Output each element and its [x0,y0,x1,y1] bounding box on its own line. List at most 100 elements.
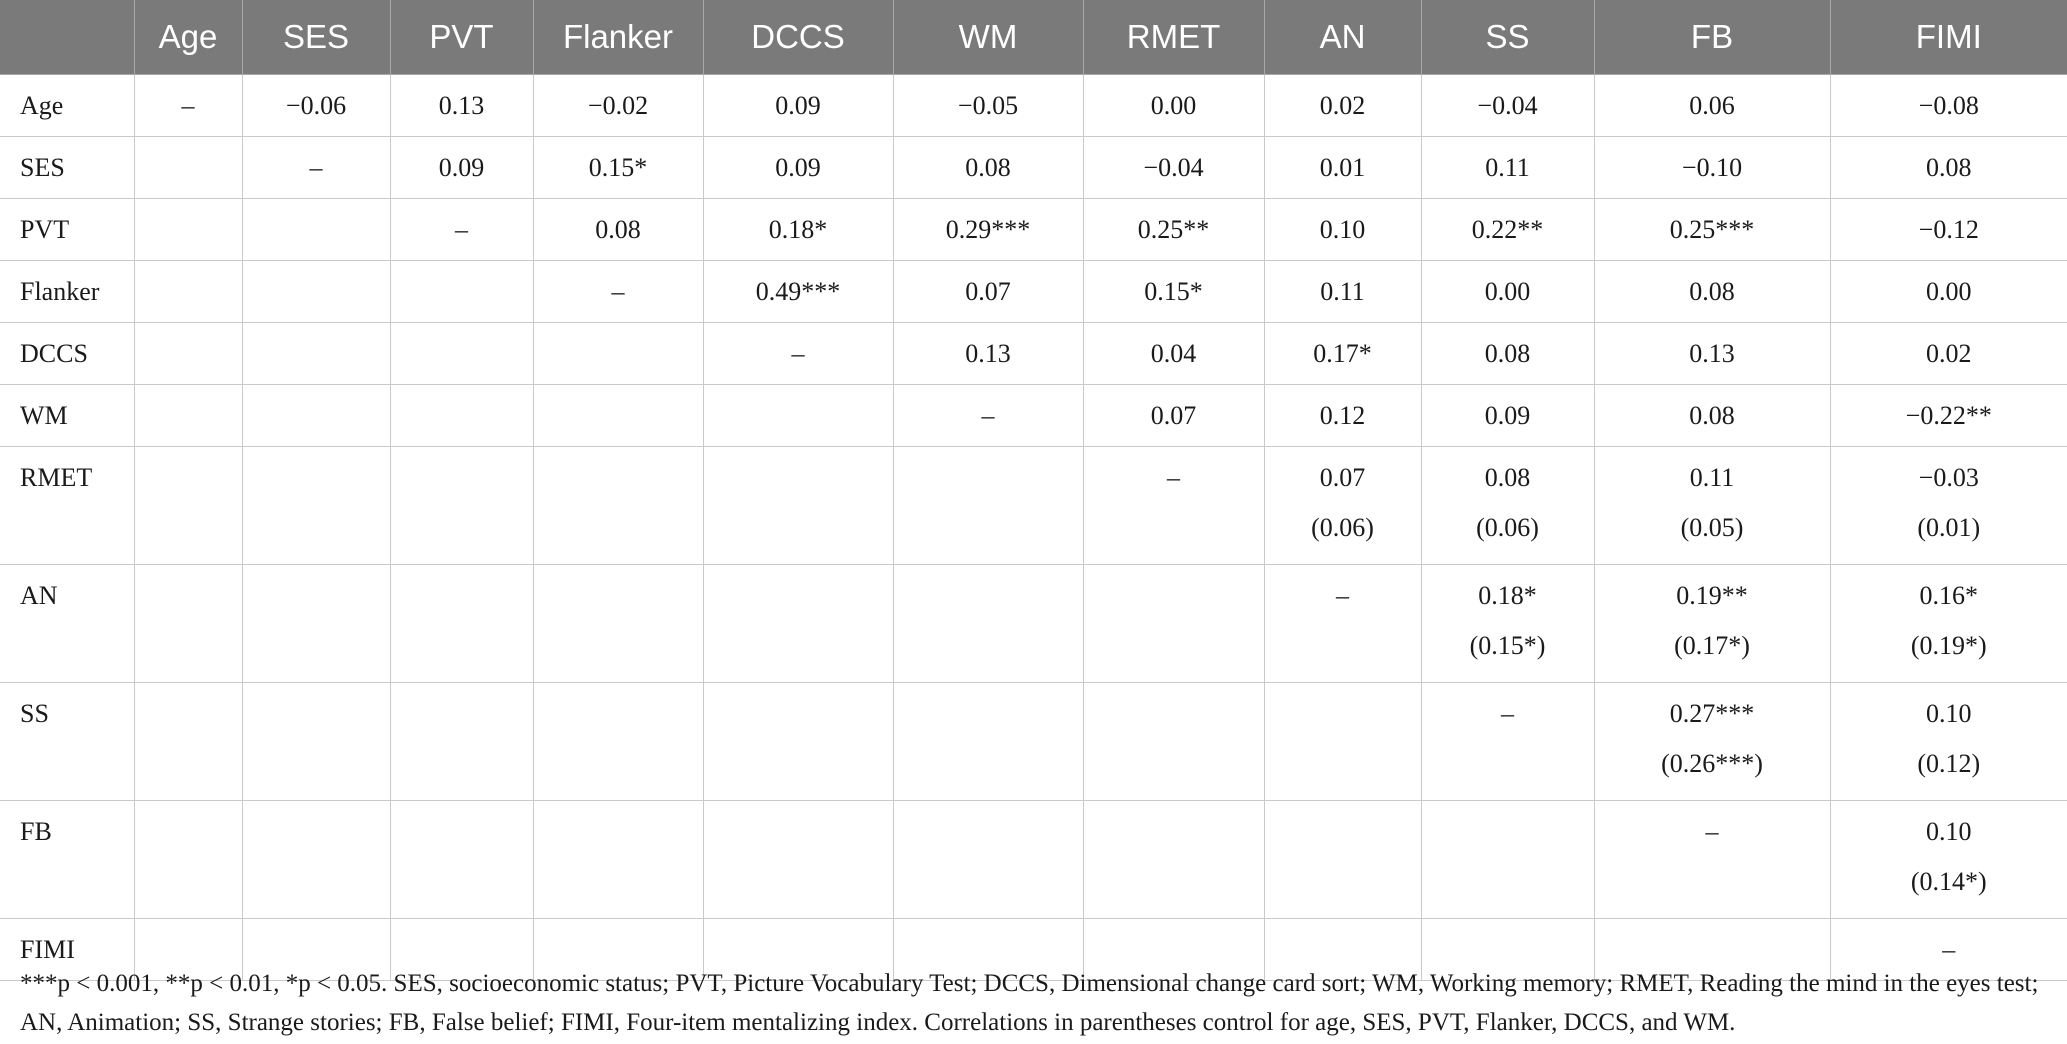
correlation-value: 0.08 [965,153,1011,182]
correlation-cell [390,384,534,447]
correlation-cell: 0.49*** [703,260,894,323]
correlation-value: 0.10 [1926,817,1972,846]
correlation-value: 0.11 [1320,277,1365,306]
correlation-cell [134,260,243,323]
table-row: WM – 0.07 0.12 0.09 0.08 −0.22** [0,384,2067,447]
correlation-cell [533,322,704,385]
correlation-cell: 0.18* [703,198,894,261]
correlation-cell: 0.08 [1830,136,2067,199]
header-cell-fb: FB [1594,0,1831,75]
correlation-cell [533,918,704,981]
correlation-cell [893,564,1084,683]
table-row: FIMI – [0,918,2067,981]
correlation-value: 0.18* [768,215,828,244]
correlation-cell [242,800,391,919]
row-label: FIMI [0,918,135,981]
correlation-cell [533,384,704,447]
correlation-cell [134,198,243,261]
correlation-value: – [611,277,625,306]
correlation-value: 0.16* [1919,581,1979,610]
correlation-cell: 0.19** (0.17*) [1594,564,1831,683]
partial-correlation-value: (0.12) [1917,749,1981,778]
correlation-value: 0.07 [1319,463,1366,492]
correlation-cell [533,446,704,565]
header-cell-flanker: Flanker [533,0,704,75]
correlation-cell: 0.16* (0.19*) [1830,564,2067,683]
correlation-table-container: Age SES PVT Flanker DCCS WM RMET AN SS F… [0,0,2067,981]
correlation-cell [242,198,391,261]
correlation-cell [1264,918,1422,981]
row-label: Age [0,74,135,137]
correlation-cell [1083,564,1265,683]
correlation-cell: 0.10 (0.12) [1830,682,2067,801]
correlation-cell: 0.06 [1594,74,1831,137]
row-label: SS [0,682,135,801]
correlation-value: – [1501,699,1514,728]
correlation-cell [390,446,534,565]
correlation-cell: −0.12 [1830,198,2067,261]
table-row: RMET – 0.07 (0.06) 0.08 (0.06) 0.11 (0.05) −0.03… [0,446,2067,565]
correlation-cell: 0.11 [1421,136,1595,199]
table-row: Flanker – 0.49*** 0.07 0.15* 0.11 0.00 0.08 0.00 [0,260,2067,323]
correlation-cell [134,322,243,385]
correlation-value: 0.49*** [755,277,841,306]
correlation-value: 0.09 [438,153,485,182]
correlation-value: 0.04 [1150,339,1197,368]
header-cell-rmet: RMET [1083,0,1265,75]
correlation-cell: – [703,322,894,385]
correlation-cell [390,260,534,323]
correlation-value: −0.08 [1918,91,1979,120]
correlation-cell: 0.00 [1830,260,2067,323]
correlation-value: 0.13 [1689,339,1735,368]
header-cell-corner [0,0,135,75]
correlation-cell [1594,918,1831,981]
correlation-cell: 0.15* [1083,260,1265,323]
correlation-cell [134,682,243,801]
correlation-cell: 0.08 [533,198,704,261]
correlation-cell: 0.01 [1264,136,1422,199]
correlation-cell [1421,918,1595,981]
correlation-cell [533,682,704,801]
header-cell-ss: SS [1421,0,1595,75]
correlation-value: 0.11 [1689,463,1735,492]
correlation-cell [390,918,534,981]
partial-correlation-value: (0.05) [1680,513,1744,542]
table-row: FB – 0.10 (0.14*) [0,800,2067,919]
correlation-cell [134,918,243,981]
correlation-cell: 0.13 [893,322,1084,385]
correlation-cell: 0.02 [1830,322,2067,385]
correlation-cell: 0.11 (0.05) [1594,446,1831,565]
partial-correlation-value: (0.06) [1476,513,1539,542]
correlation-value: 0.17* [1313,339,1372,368]
correlation-value: – [1336,581,1349,610]
correlation-cell [703,682,894,801]
correlation-cell [242,260,391,323]
correlation-cell [242,446,391,565]
correlation-value: – [791,339,805,368]
correlation-value: 0.07 [1150,401,1197,430]
correlation-value: 0.08 [1484,463,1531,492]
row-label: WM [0,384,135,447]
correlation-cell: −0.05 [893,74,1084,137]
correlation-cell [134,564,243,683]
correlation-cell: 0.10 (0.14*) [1830,800,2067,919]
correlation-cell: – [1083,446,1265,565]
correlation-value: 0.19** [1676,581,1748,610]
correlation-cell: – [242,136,391,199]
correlation-cell [242,682,391,801]
correlation-cell [893,800,1084,919]
correlation-value: 0.07 [965,277,1011,306]
correlation-cell [893,446,1084,565]
correlation-cell: −0.03 (0.01) [1830,446,2067,565]
table-row: AN – 0.18* (0.15*) 0.19** (0.17*) 0.16* (0.19*) [0,564,2067,683]
partial-correlation-value: (0.26***) [1661,749,1763,778]
table-row: DCCS – 0.13 0.04 0.17* 0.08 0.13 0.02 [0,322,2067,385]
correlation-value: 0.12 [1319,401,1366,430]
correlation-cell [1264,800,1422,919]
header-cell-ses: SES [242,0,391,75]
correlation-cell [242,384,391,447]
correlation-cell: 0.07 [893,260,1084,323]
correlation-cell [1264,682,1422,801]
correlation-value: 0.10 [1926,699,1972,728]
correlation-cell: −0.22** [1830,384,2067,447]
